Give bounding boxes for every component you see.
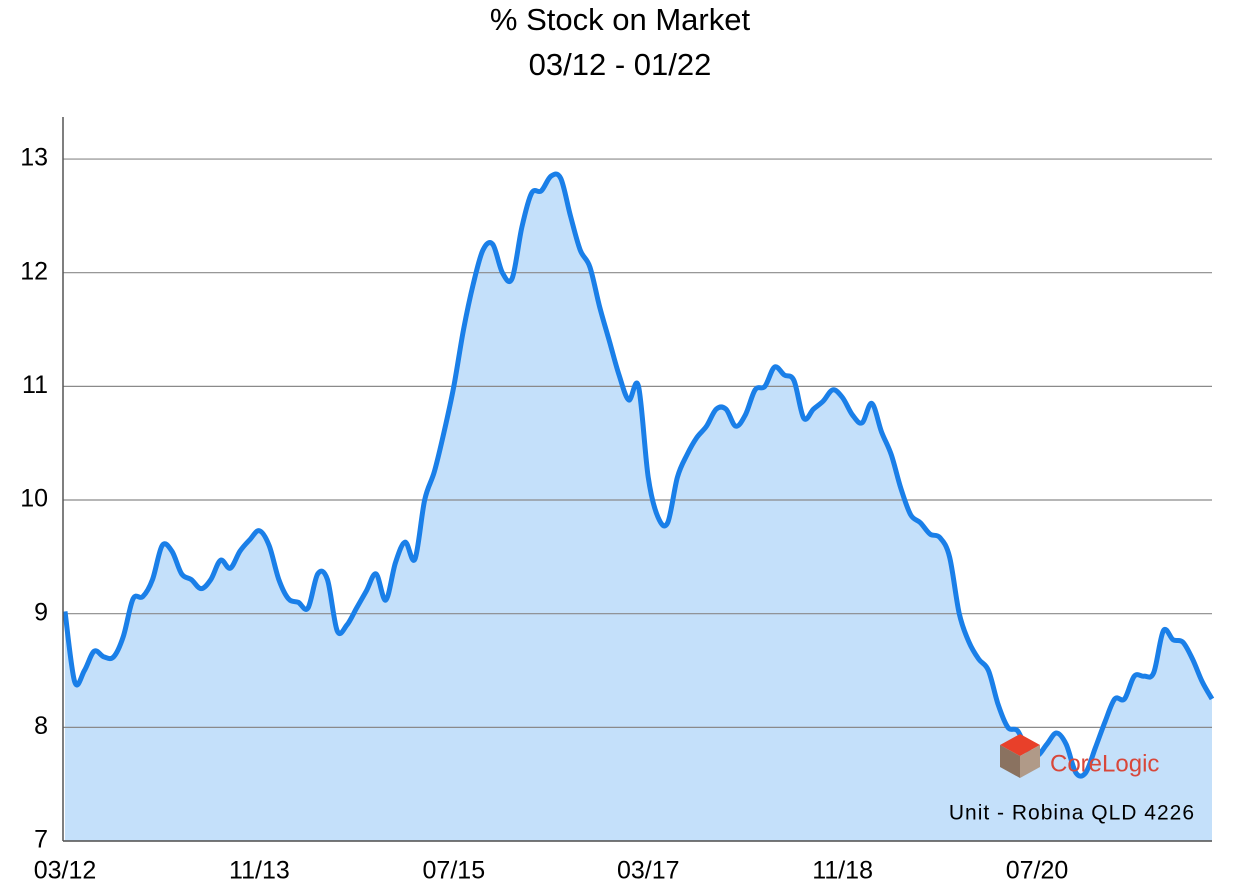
chart-title: % Stock on Market xyxy=(490,2,751,37)
x-tick-label: 03/17 xyxy=(617,857,680,885)
annotation: Unit - Robina QLD 4226 xyxy=(949,802,1195,825)
chart-subtitle: 03/12 - 01/22 xyxy=(529,47,712,82)
area xyxy=(65,173,1212,842)
x-tick-label: 11/13 xyxy=(229,857,290,885)
plot: 7 8 9 10 11 12 13 03/12 11/13 07/15 03/17 11/18 07/2… xyxy=(20,117,1215,885)
y-tick-label: 10 xyxy=(20,485,48,513)
y-tick-label: 8 xyxy=(34,712,48,740)
y-tick-label: 11 xyxy=(22,371,48,399)
logo xyxy=(1000,734,1040,778)
y-tick-label: 9 xyxy=(34,598,48,626)
logo-text: CoreLogic xyxy=(1050,750,1159,777)
y-tick-label: 13 xyxy=(20,144,48,172)
y-tick-label: 12 xyxy=(20,257,48,285)
x-tick-label: 11/18 xyxy=(812,857,873,885)
x-tick-label: 07/15 xyxy=(423,857,486,885)
x-tick-label: 07/20 xyxy=(1006,857,1069,885)
x-tick-label: 03/12 xyxy=(34,857,97,885)
y-tick-label: 7 xyxy=(34,826,48,854)
logo-right xyxy=(1020,745,1040,778)
logo-left xyxy=(1000,745,1020,778)
